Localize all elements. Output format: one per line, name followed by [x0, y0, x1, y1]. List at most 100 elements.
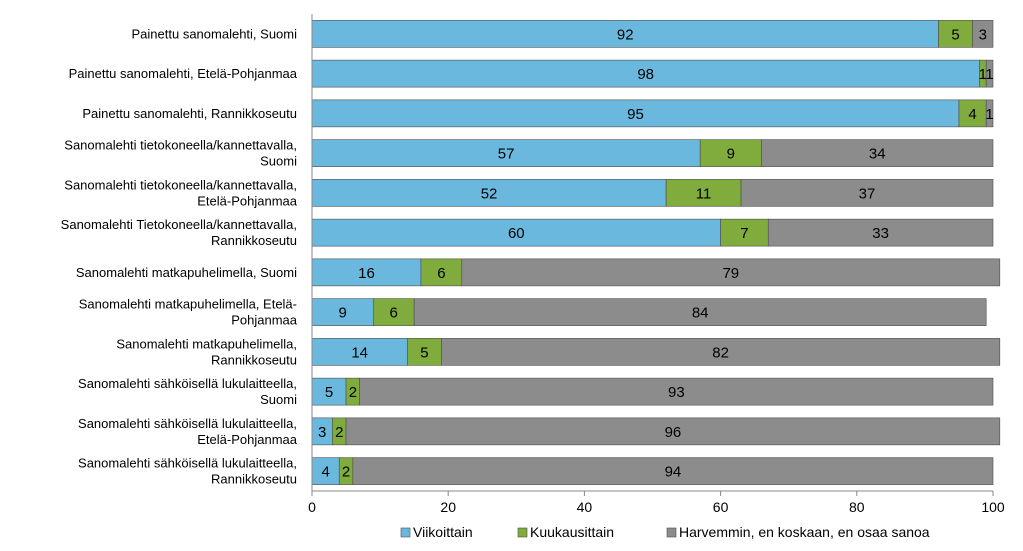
data-label: 11	[696, 185, 712, 202]
data-label: 5	[325, 384, 333, 401]
category-label-line: Sanomalehti tietokoneella/kannettavalla,	[64, 177, 297, 192]
category-label: Sanomalehti matkapuhelimella, Suomi	[76, 265, 297, 280]
bar-segment	[767, 218, 994, 247]
category-label: Sanomalehti sähköisellä lukulaitteella, E…	[78, 416, 298, 447]
data-label: 16	[358, 265, 375, 282]
category-label: Sanomalehti sähköisellä lukulaitteella, S…	[78, 376, 297, 407]
data-label: 84	[692, 305, 709, 322]
x-tick-label: 40	[577, 499, 593, 515]
x-tick-label: 100	[981, 499, 1005, 515]
category-label-line: Suomi	[260, 392, 297, 407]
bar-segment	[345, 417, 1001, 446]
data-label: 94	[665, 464, 682, 481]
x-axis: 0 20 40 60 80 100	[308, 14, 1005, 515]
data-label: 52	[481, 185, 498, 202]
bar-segment	[311, 59, 980, 88]
x-tick-label: 80	[849, 499, 865, 515]
bar-segment	[311, 218, 721, 247]
data-label: 2	[335, 424, 343, 441]
category-label-line: Rannikkoseutu	[211, 472, 297, 487]
category-label-line: Sanomalehti tietokoneella/kannettavalla,	[64, 138, 297, 153]
data-label: 79	[722, 265, 739, 282]
data-label: 1	[985, 106, 993, 123]
category-label-line: Painettu sanomalehti, Etelä-Pohjanmaa	[69, 66, 298, 81]
category-label: Sanomalehti tietokoneella/kannettavalla,…	[64, 138, 297, 169]
data-label: 5	[951, 26, 959, 43]
data-label: 4	[321, 464, 329, 481]
bar-segment	[311, 20, 939, 48]
category-label-line: Sanomalehti matkapuhelimella, Etelä-	[79, 297, 297, 312]
legend-swatch	[400, 527, 411, 538]
x-tick-label: 60	[713, 499, 729, 515]
legend-label: Kuukausittain	[530, 524, 614, 540]
bar-segment	[311, 377, 347, 406]
data-label: 92	[617, 26, 634, 43]
category-label-line: Rannikkoseutu	[211, 233, 297, 248]
x-tick-label: 20	[440, 499, 456, 515]
bar-segment	[311, 179, 667, 207]
bar-segment	[985, 59, 994, 88]
category-label-line: Pohjanmaa	[231, 313, 298, 328]
bar-segment	[665, 179, 742, 207]
data-label: 57	[498, 146, 515, 163]
category-label: Painettu sanomalehti, Suomi	[132, 26, 298, 41]
data-label: 3	[979, 26, 987, 43]
data-label: 37	[859, 185, 876, 202]
category-label: Sanomalehti matkapuhelimella, Rannikkoseu…	[116, 336, 297, 367]
data-label: 3	[318, 424, 326, 441]
data-label: 6	[390, 305, 398, 322]
legend-swatch	[666, 527, 677, 538]
data-label: 1	[985, 66, 993, 83]
category-label-line: Sanomalehti matkapuhelimella,	[116, 336, 297, 351]
bar-segment	[441, 338, 1001, 366]
category-label-line: Suomi	[260, 154, 297, 169]
category-label-line: Sanomalehti sähköisellä lukulaitteella,	[78, 376, 297, 391]
category-label-line: Painettu sanomalehti, Suomi	[132, 26, 298, 41]
data-label: 6	[437, 265, 445, 282]
legend: Viikoittain Kuukausittain Harvemmin, en ko…	[400, 524, 930, 540]
category-label: Painettu sanomalehti, Rannikkoseutu	[82, 106, 297, 121]
legend-label: Harvemmin, en koskaan, en osaa sanoa	[679, 524, 930, 540]
category-label: Sanomalehti Tietokoneella/kannettavalla,…	[61, 217, 297, 248]
x-tick-label: 0	[308, 499, 316, 515]
data-label: 1	[979, 66, 987, 83]
data-label: 98	[637, 66, 654, 83]
category-label: Sanomalehti matkapuhelimella, Etelä-Pohj…	[79, 297, 298, 328]
data-label: 82	[712, 344, 729, 361]
category-label-line: Sanomalehti Tietokoneella/kannettavalla,	[61, 217, 297, 232]
data-label: 7	[740, 225, 748, 242]
bar-segment	[311, 457, 340, 485]
category-label-line: Painettu sanomalehti, Rannikkoseutu	[82, 106, 297, 121]
bar-segment	[461, 258, 1001, 287]
bar-segment	[985, 99, 994, 128]
category-label-line: Etelä-Pohjanmaa	[197, 432, 297, 447]
data-label: 60	[508, 225, 525, 242]
legend-label: Viikoittain	[413, 524, 473, 540]
legend-swatch	[517, 527, 528, 538]
bar-segment	[740, 179, 994, 207]
bar-segment	[359, 377, 994, 406]
category-label-line: Sanomalehti sähköisellä lukulaitteella,	[78, 456, 297, 471]
bar-segment	[372, 298, 415, 326]
bar-segment	[720, 218, 769, 247]
data-label: 96	[665, 424, 682, 441]
bar-segment	[958, 99, 987, 128]
bar-segment	[413, 298, 987, 326]
data-label: 33	[872, 225, 889, 242]
bar-segment	[972, 20, 994, 48]
data-label: 34	[869, 146, 886, 163]
data-label: 93	[668, 384, 685, 401]
data-label: 14	[351, 344, 368, 361]
data-label: 9	[338, 305, 346, 322]
category-label-line: Sanomalehti sähköisellä lukulaitteella,	[78, 416, 297, 431]
bar-segment	[352, 457, 994, 485]
category-label: Sanomalehti tietokoneella/kannettavalla,…	[64, 177, 297, 208]
category-label: Sanomalehti sähköisellä lukulaitteella, R…	[78, 456, 297, 487]
category-labels: Painettu sanomalehti, Suomi Painettu sano…	[61, 26, 298, 486]
bar-segment	[761, 139, 994, 167]
category-label: Painettu sanomalehti, Etelä-Pohjanmaa	[69, 66, 298, 81]
bar-segment	[311, 338, 408, 366]
category-label-line: Etelä-Pohjanmaa	[197, 193, 297, 208]
